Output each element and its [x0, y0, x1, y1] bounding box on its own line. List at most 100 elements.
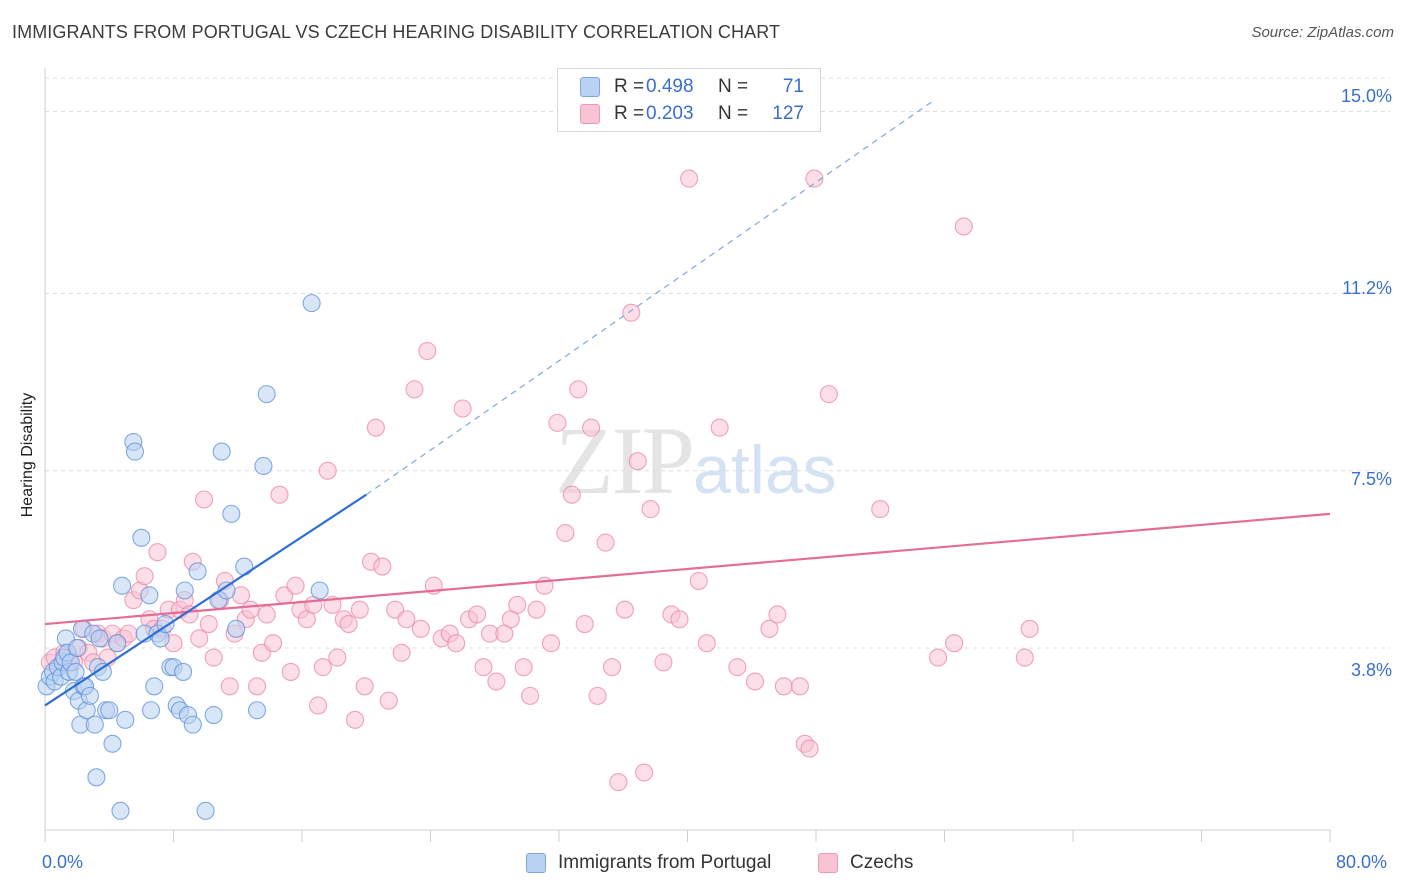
- portugal-point: [247, 701, 267, 720]
- czech-point: [447, 634, 466, 653]
- czech-point: [1020, 619, 1039, 638]
- watermark-atlas: atlas: [693, 432, 837, 508]
- czech-point: [710, 418, 729, 437]
- czech-point: [270, 485, 289, 504]
- portugal-point: [212, 442, 231, 461]
- czech-point: [768, 605, 787, 624]
- y-tick-label: 3.8%: [1350, 660, 1392, 680]
- czech-point: [199, 614, 218, 634]
- portugal-point: [125, 442, 144, 461]
- portugal-point: [257, 385, 276, 404]
- portugal-point: [227, 619, 246, 638]
- czech-point: [800, 739, 819, 758]
- portugal-swatch: [580, 77, 600, 97]
- czech-swatch: [580, 104, 600, 124]
- portugal-point: [66, 662, 85, 681]
- czech-point: [373, 557, 392, 576]
- portugal-point: [108, 634, 127, 653]
- czech-point: [641, 500, 660, 519]
- n-label: N =: [718, 103, 749, 124]
- r-value-czech: 0.203: [646, 103, 694, 124]
- legend-label-czech: Czechs: [850, 852, 914, 873]
- czech-point: [569, 380, 588, 399]
- portugal-point: [196, 801, 215, 820]
- portugal-point: [132, 528, 151, 547]
- czech-point: [622, 303, 641, 322]
- portugal-point: [254, 456, 273, 476]
- czech-point: [135, 567, 154, 586]
- portugal-point: [90, 629, 109, 648]
- czech-point: [257, 605, 276, 624]
- czech-point: [541, 634, 561, 653]
- czech-point: [929, 648, 948, 667]
- legend-item-portugal: Immigrants from Portugal: [526, 852, 771, 874]
- czech-point: [582, 418, 601, 437]
- czech-point: [392, 643, 411, 662]
- czech-point: [697, 634, 716, 653]
- czech-point: [474, 658, 493, 677]
- czech-point: [527, 600, 546, 619]
- czech-trend-line: [44, 512, 1331, 626]
- czech-point: [774, 677, 793, 696]
- portugal-point: [145, 677, 164, 696]
- czech-point: [760, 619, 779, 638]
- portugal-point: [174, 662, 193, 681]
- portugal-point: [175, 581, 194, 600]
- x-tick-label-max: 80.0%: [1336, 852, 1388, 872]
- czech-point: [194, 490, 214, 509]
- n-value-czech: 127: [772, 103, 804, 124]
- czech-point: [379, 691, 398, 710]
- portugal-point: [85, 715, 104, 734]
- portugal-point: [217, 581, 236, 600]
- czech-point: [204, 648, 223, 667]
- czech-point: [670, 610, 689, 629]
- czech-point: [628, 452, 647, 471]
- czech-point: [313, 658, 332, 677]
- czech-point: [954, 217, 973, 236]
- czech-point: [328, 648, 347, 667]
- czech-point: [602, 658, 622, 677]
- czech-point: [745, 672, 765, 691]
- r-label: R =: [614, 76, 645, 97]
- source-label: Source: ZipAtlas.com: [1251, 24, 1394, 41]
- portugal-point: [87, 768, 106, 787]
- czech-point: [689, 571, 708, 590]
- czech-point: [148, 543, 167, 562]
- czech-point: [318, 461, 337, 480]
- czech-point: [596, 533, 615, 552]
- czech-point: [609, 773, 628, 792]
- czech-point: [264, 634, 283, 653]
- r-value-portugal: 0.498: [646, 76, 694, 97]
- y-tick-label: 7.5%: [1350, 469, 1392, 489]
- czech-point: [680, 169, 699, 188]
- czech-point: [508, 595, 527, 614]
- x-tick-label-min: 0.0%: [42, 852, 84, 872]
- portugal-point: [141, 701, 161, 720]
- portugal-point: [140, 586, 159, 605]
- portugal-point: [68, 638, 87, 658]
- czech-point: [514, 658, 533, 677]
- portugal-point: [183, 715, 202, 734]
- czech-point: [453, 399, 472, 418]
- czech-legend-swatch: [818, 853, 838, 873]
- czech-point: [247, 677, 267, 696]
- czech-point: [190, 629, 209, 648]
- czech-point: [728, 658, 747, 677]
- czech-point: [241, 600, 260, 619]
- portugal-point: [235, 557, 254, 576]
- legend-item-czech: Czechs: [818, 852, 913, 874]
- czech-point: [1015, 648, 1034, 667]
- portugal-point: [113, 576, 132, 595]
- portugal-point: [302, 294, 321, 313]
- czech-point: [521, 686, 540, 705]
- portugal-point: [116, 710, 135, 729]
- czech-point: [355, 677, 374, 696]
- legend-row-czech: R = 0.203 N = 127: [558, 101, 804, 127]
- czech-point: [487, 672, 506, 691]
- czech-point: [411, 619, 430, 638]
- portugal-trend-line: [44, 493, 367, 707]
- correlation-legend: R = 0.498 N = 71 R = 0.203 N = 127: [557, 68, 821, 132]
- czech-point: [556, 523, 575, 543]
- czech-point: [575, 614, 594, 634]
